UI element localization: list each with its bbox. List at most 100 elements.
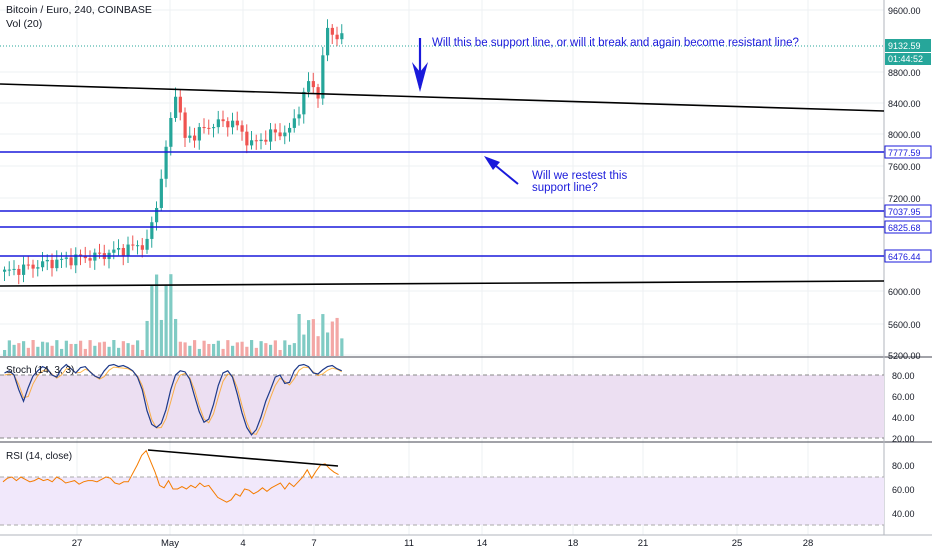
candle-body xyxy=(112,249,116,253)
candle-body xyxy=(292,118,296,128)
candle-body xyxy=(126,244,130,256)
volume-bar xyxy=(112,340,116,356)
stoch-d-line xyxy=(4,366,342,435)
price-tick-label: 8400.00 xyxy=(888,99,921,109)
time-tick-label: 27 xyxy=(72,538,83,549)
time-tick-label: 21 xyxy=(638,538,649,549)
candle-body xyxy=(297,114,301,119)
candle-body xyxy=(235,120,239,126)
level-price-box xyxy=(884,145,932,159)
time-tick-label: 4 xyxy=(240,538,245,549)
price-tick-label: 5200.00 xyxy=(888,351,921,361)
volume-bar xyxy=(74,343,78,356)
volume-bar xyxy=(64,340,68,356)
level-price-text: 7037.95 xyxy=(888,207,921,217)
volume-bar xyxy=(98,342,102,356)
volume-bar xyxy=(164,285,168,356)
volume-bar xyxy=(50,345,54,356)
candle-body xyxy=(231,120,235,128)
volume-bar xyxy=(136,340,140,356)
volume-bar xyxy=(269,344,273,356)
candle-body xyxy=(145,238,149,250)
candle-body xyxy=(45,259,49,262)
volume-bar xyxy=(231,345,235,356)
candle-body xyxy=(212,127,216,129)
volume-bar xyxy=(117,347,121,356)
candle-body xyxy=(316,87,320,99)
volume-bar xyxy=(292,343,296,356)
time-tick-label: 28 xyxy=(803,538,814,549)
volume-bar xyxy=(226,340,230,356)
volume-bar xyxy=(183,342,187,356)
rsi-tick-label: 60.00 xyxy=(892,485,915,495)
volume-bar xyxy=(316,336,320,356)
annotation-mid-text-1: Will we restest this xyxy=(532,170,627,182)
volume-bar xyxy=(174,318,178,356)
candle-body xyxy=(254,140,258,142)
trend-line-upper[interactable] xyxy=(0,83,885,112)
level-price-box xyxy=(884,249,932,263)
candle-body xyxy=(164,146,168,179)
volume-bar xyxy=(169,274,173,356)
volume-bar xyxy=(140,349,144,356)
candle-body xyxy=(60,258,64,260)
price-tick-label: 8000.00 xyxy=(888,130,921,140)
volume-bar xyxy=(55,340,59,356)
volume-bar xyxy=(250,340,254,356)
price-tick-label: 8800.00 xyxy=(888,68,921,78)
volume-bar xyxy=(83,348,87,356)
candle-body xyxy=(311,81,315,88)
candle-body xyxy=(269,129,273,142)
candle-body xyxy=(307,81,311,92)
level-price-box xyxy=(884,204,932,218)
volume-bar xyxy=(79,340,83,356)
price-tick-label: 6000.00 xyxy=(888,287,921,297)
rsi-divergence-line[interactable] xyxy=(147,449,339,467)
candle-body xyxy=(340,33,344,40)
stoch-tick-label: 40.00 xyxy=(892,413,915,423)
candle-body xyxy=(159,178,163,208)
last-price-text: 9132.59 xyxy=(888,41,921,51)
candle-body xyxy=(98,252,102,254)
level-price-text: 6825.68 xyxy=(888,223,921,233)
candle-body xyxy=(69,257,73,266)
price-tick-label: 7600.00 xyxy=(888,162,921,172)
volume-bar xyxy=(126,343,130,356)
volume-bar xyxy=(321,314,325,356)
candle-body xyxy=(121,247,125,256)
volume-bar xyxy=(7,340,11,356)
candle-body xyxy=(221,119,225,122)
trend-line-lower[interactable] xyxy=(0,280,885,287)
candle-body xyxy=(188,135,192,138)
candle-body xyxy=(193,135,197,141)
stoch-tick-label: 80.00 xyxy=(892,371,915,381)
rsi-band xyxy=(0,477,884,525)
stoch-tick-label: 20.00 xyxy=(892,434,915,444)
volume-bar xyxy=(235,342,239,356)
candle-body xyxy=(36,267,40,269)
candle-body xyxy=(259,139,263,142)
candles xyxy=(3,19,344,285)
volume-bars xyxy=(3,274,344,356)
volume-bar xyxy=(107,346,111,356)
volume-bar xyxy=(121,341,125,356)
grid xyxy=(0,0,884,535)
candle-body xyxy=(83,256,87,259)
arrow-head xyxy=(484,156,500,170)
candle-body xyxy=(207,127,211,129)
rsi-line xyxy=(2,449,339,503)
volume-bar xyxy=(41,341,45,356)
candle-body xyxy=(31,264,35,269)
candle-body xyxy=(326,27,330,56)
stoch-tick-label: 60.00 xyxy=(892,392,915,402)
time-tick-label: 7 xyxy=(311,538,316,549)
candle-body xyxy=(283,132,287,137)
volume-bar xyxy=(273,340,277,356)
time-tick-label: 25 xyxy=(732,538,743,549)
last-price-badge xyxy=(885,39,931,52)
candle-body xyxy=(330,27,334,35)
candle-body xyxy=(321,55,325,99)
candle-body xyxy=(117,247,121,250)
